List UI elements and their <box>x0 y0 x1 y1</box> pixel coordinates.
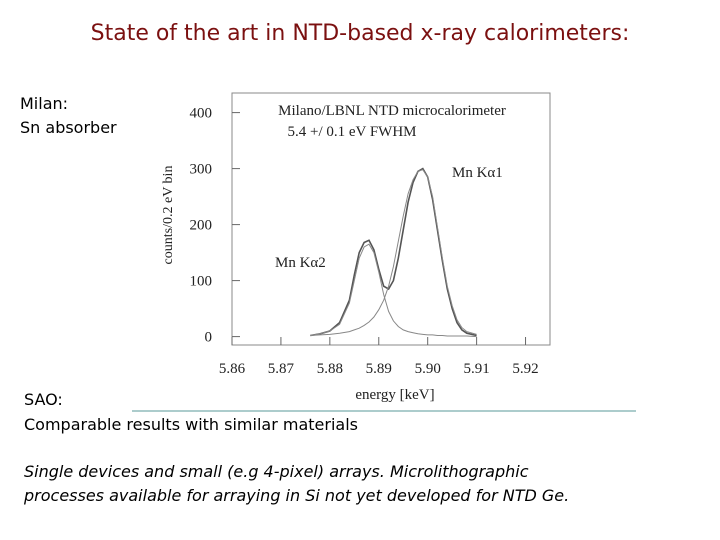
x-tick-label: 5.86 <box>219 361 246 377</box>
x-tick-label: 5.91 <box>463 361 489 377</box>
y-tick-label: 400 <box>190 106 213 122</box>
x-axis-label: energy [keV] <box>355 387 434 403</box>
chart: Milano/LBNL NTD microcalorimeter 5.4 +/ … <box>161 92 551 403</box>
fit-line <box>310 243 477 338</box>
x-tick-label: 5.88 <box>317 361 343 377</box>
chart-title: Milano/LBNL NTD microcalorimeter <box>278 103 506 119</box>
data-line <box>310 167 477 337</box>
annotation: Mn Kα2 <box>275 255 326 271</box>
annotation: Mn Kα1 <box>452 165 503 181</box>
x-tick-label: 5.89 <box>366 361 392 377</box>
footer-text: Single devices and small (e.g 4-pixel) a… <box>24 462 529 481</box>
title-box <box>256 98 548 150</box>
label: Milan: <box>20 94 68 113</box>
y-tick-label: 0 <box>205 330 213 346</box>
x-tick-label: 5.87 <box>268 361 295 377</box>
y-tick-label: 200 <box>190 218 213 234</box>
chart-subtitle: 5.4 +/ 0.1 eV FWHM <box>287 124 416 140</box>
label: Comparable results with similar material… <box>24 415 358 434</box>
y-tick-label: 300 <box>190 162 213 178</box>
x-tick-label: 5.90 <box>415 361 441 377</box>
fit-line <box>310 169 477 336</box>
x-tick-label: 5.92 <box>512 361 538 377</box>
plot-frame <box>231 92 551 346</box>
label: Sn absorber <box>20 118 117 137</box>
footer-text: processes available for arraying in Si n… <box>23 486 569 505</box>
label: SAO: <box>24 390 63 409</box>
y-axis-label: counts/0.2 eV bin <box>161 166 176 265</box>
y-tick-label: 100 <box>190 274 213 290</box>
slide-title: State of the art in NTD-based x-ray calo… <box>91 21 630 46</box>
